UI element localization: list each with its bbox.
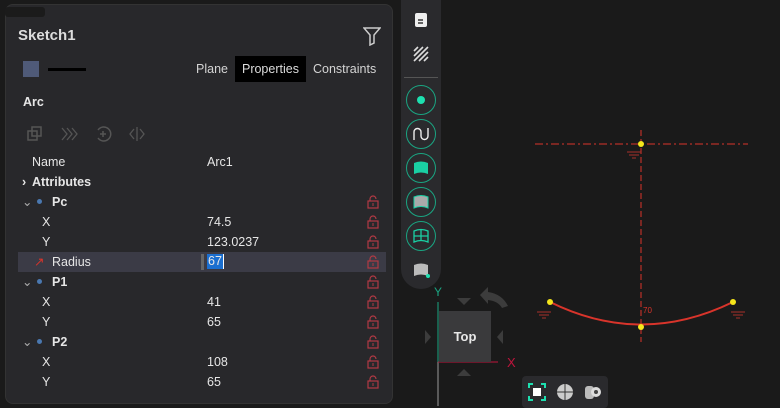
wave-icon	[413, 127, 429, 141]
property-row[interactable]: X 74.5	[18, 212, 386, 232]
panel-tab-handle[interactable]	[5, 7, 45, 17]
chevron-down-icon[interactable]: ⌄	[22, 335, 33, 349]
property-row[interactable]: Y 123.0237	[18, 232, 386, 252]
group-label: P1	[52, 275, 68, 289]
mesh-icon	[413, 228, 429, 243]
lock-icon[interactable]	[367, 315, 379, 335]
property-row[interactable]: X 108	[18, 352, 386, 372]
rotate-add-icon[interactable]	[94, 125, 112, 143]
lock-icon[interactable]	[367, 235, 379, 255]
lock-icon[interactable]	[367, 355, 379, 375]
property-label: Y	[42, 235, 51, 249]
sphere-view-icon[interactable]	[556, 383, 574, 401]
render-mode-icon[interactable]	[584, 383, 602, 401]
property-row[interactable]: ⌄ P2	[18, 332, 386, 352]
filter-icon[interactable]	[363, 26, 381, 46]
section-title: Arc	[23, 95, 44, 109]
tab-plane[interactable]: Plane	[196, 62, 228, 76]
mirror-icon[interactable]	[128, 125, 146, 143]
view-arrows[interactable]	[425, 287, 508, 376]
copy-icon[interactable]	[26, 125, 44, 143]
surface-icon	[414, 161, 428, 174]
dimension-label[interactable]: 70	[643, 306, 652, 315]
sketch-exit-icon[interactable]	[413, 12, 429, 28]
property-value-input[interactable]: 67	[207, 254, 224, 269]
property-row[interactable]: Y 65	[18, 372, 386, 392]
property-label: Y	[42, 375, 51, 389]
y-axis-label: Y	[434, 285, 442, 299]
property-row[interactable]: Y 65	[18, 312, 386, 332]
surface-point-icon[interactable]	[413, 262, 431, 278]
x-axis-label: X	[507, 355, 516, 370]
mesh-tool[interactable]	[406, 221, 436, 251]
surface-grey-tool[interactable]	[406, 187, 436, 217]
lock-icon[interactable]	[367, 195, 379, 215]
lock-icon[interactable]	[367, 375, 379, 395]
property-label: X	[42, 355, 51, 369]
property-value[interactable]: 123.0237	[207, 235, 260, 249]
property-row[interactable]: ⌄ P1	[18, 272, 386, 292]
sketch-title: Sketch1	[18, 27, 76, 44]
name-value[interactable]: Arc1	[207, 155, 233, 169]
property-label: X	[42, 215, 51, 229]
group-label: Pc	[52, 195, 68, 209]
point-dot-icon	[37, 279, 42, 284]
property-row[interactable]: X 41	[18, 292, 386, 312]
point-dot-icon	[37, 339, 42, 344]
surface-tool[interactable]	[406, 153, 436, 183]
lock-icon[interactable]	[367, 215, 379, 235]
color-swatch[interactable]	[23, 61, 39, 77]
property-label: X	[42, 295, 51, 309]
tab-properties[interactable]: Properties	[234, 56, 306, 82]
point-icon	[417, 96, 425, 104]
chevron-right-icon[interactable]: ›	[22, 175, 27, 189]
tab-constraints[interactable]: Constraints	[312, 62, 377, 76]
curve-tool[interactable]	[406, 119, 436, 149]
property-value[interactable]: 41	[207, 295, 221, 309]
view-cube-top[interactable]: Top	[439, 311, 491, 362]
point-tool[interactable]	[406, 85, 436, 115]
toolbar-divider	[404, 77, 438, 78]
property-value[interactable]: 108	[207, 355, 228, 369]
chevron-down-icon[interactable]: ⌄	[22, 195, 33, 209]
property-label: Y	[42, 315, 51, 329]
lock-icon[interactable]	[367, 295, 379, 315]
lock-icon[interactable]	[367, 255, 379, 275]
property-label: Radius	[52, 255, 91, 269]
ground-constraint-icon	[537, 151, 745, 319]
sketch-toolbar	[401, 0, 441, 289]
panel-tabs: Plane Properties Constraints	[189, 56, 383, 82]
name-row: Name Arc1	[18, 152, 386, 172]
view-toolbar	[522, 376, 608, 408]
lock-icon[interactable]	[367, 335, 379, 355]
fit-view-icon[interactable]	[528, 383, 546, 401]
rotate-icon	[480, 287, 508, 308]
splitter[interactable]	[201, 254, 204, 270]
forward-icon[interactable]	[60, 125, 78, 143]
radius-arrow-icon: ↗	[34, 255, 45, 269]
arc-points[interactable]	[547, 141, 736, 330]
property-value[interactable]: 65	[207, 375, 221, 389]
lock-icon[interactable]	[367, 275, 379, 295]
surface-shaded-icon	[413, 195, 429, 209]
name-label: Name	[32, 155, 66, 169]
hatch-icon[interactable]	[413, 46, 429, 62]
property-row[interactable]: ⌄ Pc	[18, 192, 386, 212]
arc-tools	[26, 125, 146, 143]
attributes-row[interactable]: › Attributes	[18, 172, 386, 192]
property-row[interactable]: ↗ Radius 67	[18, 252, 386, 272]
attributes-label: Attributes	[32, 175, 92, 189]
property-value[interactable]: 74.5	[207, 215, 232, 229]
group-label: P2	[52, 335, 68, 349]
chevron-down-icon[interactable]: ⌄	[22, 275, 33, 289]
point-dot-icon	[37, 199, 42, 204]
line-style-swatch[interactable]	[48, 68, 86, 71]
property-value[interactable]: 65	[207, 315, 221, 329]
